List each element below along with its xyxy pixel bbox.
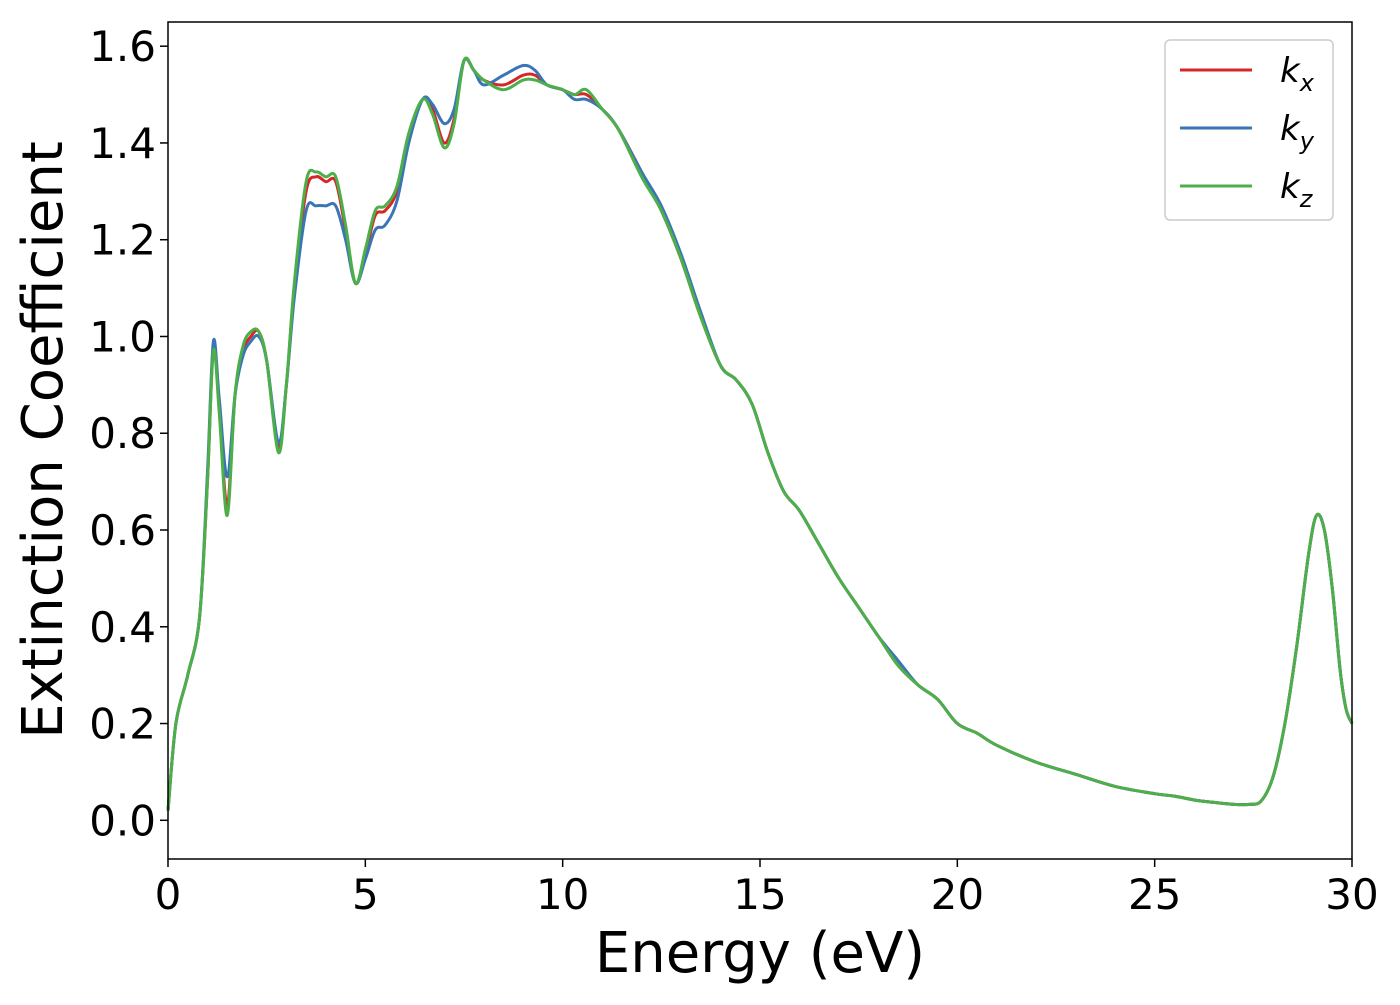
legend-label-x: kx (1280, 51, 1315, 97)
y-tick-label: 0.2 (89, 700, 156, 749)
y-tick-label: 0.4 (89, 603, 156, 652)
x-tick-label: 0 (155, 870, 182, 919)
x-tick-label: 30 (1325, 870, 1378, 919)
y-axis-ticks: 0.0 0.2 0.4 0.6 0.8 1.0 1.2 1.4 1.6 (89, 22, 168, 845)
legend-items: kx ky kz (1180, 51, 1315, 213)
x-tick-label: 15 (733, 870, 786, 919)
x-tick-label: 10 (536, 870, 589, 919)
legend-label-y: ky (1280, 109, 1315, 155)
y-tick-label: 1.4 (89, 119, 156, 168)
y-tick-label: 0.8 (89, 409, 156, 458)
y-axis-title: Extinction Coefficient (11, 141, 76, 739)
y-tick-label: 0.6 (89, 506, 156, 555)
legend-label-z: kz (1280, 167, 1314, 213)
legend: kx ky kz (1164, 39, 1334, 221)
x-tick-label: 20 (931, 870, 984, 919)
series-layer (166, 56, 1354, 811)
y-tick-label: 1.0 (89, 312, 156, 361)
y-tick-label: 1.2 (89, 216, 156, 265)
x-tick-label: 5 (352, 870, 379, 919)
x-axis-title: Energy (eV) (595, 921, 925, 986)
y-tick-label: 1.6 (89, 22, 156, 71)
series-line-z (166, 56, 1354, 811)
y-tick-label: 0.0 (89, 796, 156, 845)
legend-box (1164, 39, 1334, 221)
x-axis-ticks: 0 5 10 15 20 25 30 (155, 859, 1379, 919)
x-tick-label: 25 (1128, 870, 1181, 919)
